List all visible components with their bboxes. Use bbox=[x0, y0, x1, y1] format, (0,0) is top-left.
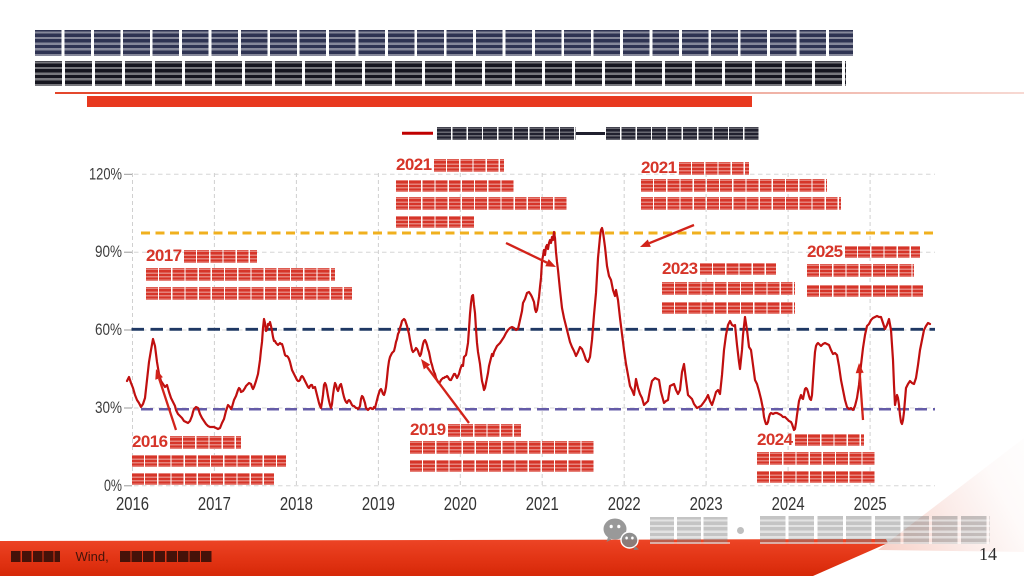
svg-text:2017: 2017 bbox=[198, 494, 231, 514]
svg-text:2022: 2022 bbox=[608, 494, 641, 514]
svg-text:2019: 2019 bbox=[362, 494, 395, 514]
svg-text:30%: 30% bbox=[95, 399, 122, 417]
svg-text:2021: 2021 bbox=[526, 494, 559, 514]
svg-text:90%: 90% bbox=[95, 243, 122, 261]
svg-text:2020: 2020 bbox=[444, 494, 477, 514]
svg-text:2023: 2023 bbox=[690, 494, 723, 514]
svg-text:2024: 2024 bbox=[772, 494, 805, 514]
svg-text:2018: 2018 bbox=[280, 494, 313, 514]
svg-text:2016: 2016 bbox=[116, 494, 149, 514]
svg-text:60%: 60% bbox=[95, 321, 122, 339]
svg-text:2025: 2025 bbox=[854, 494, 887, 514]
svg-text:120%: 120% bbox=[89, 165, 122, 183]
svg-text:0%: 0% bbox=[104, 477, 122, 495]
